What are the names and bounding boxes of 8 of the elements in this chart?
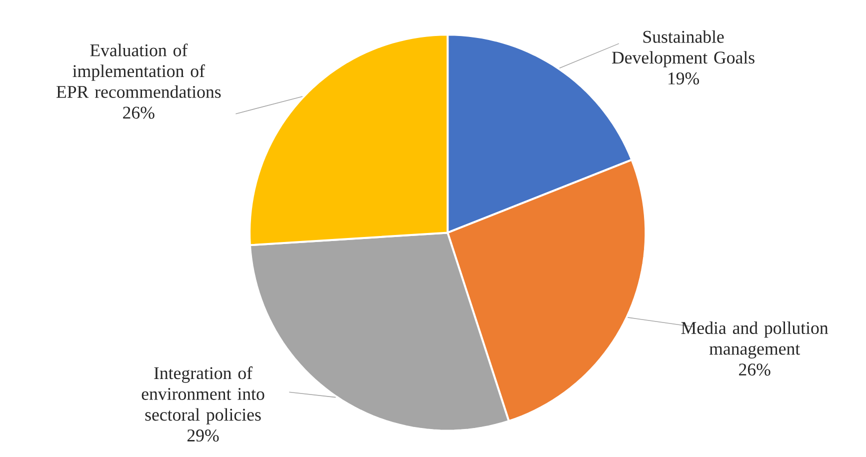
data-label: 19% [668, 72, 700, 85]
slice-label: Media and pollution management [681, 322, 828, 359]
data-label: 29% [187, 430, 219, 442]
slice-label: Sustainable Development Goals [612, 30, 754, 68]
data-label: 26% [123, 106, 154, 120]
data-label: 26% [739, 364, 770, 376]
slice-label: Evaluation of implementation of EPR recommendations [56, 44, 221, 98]
legend-label: Integration of environment into sectoral policies [142, 366, 264, 425]
